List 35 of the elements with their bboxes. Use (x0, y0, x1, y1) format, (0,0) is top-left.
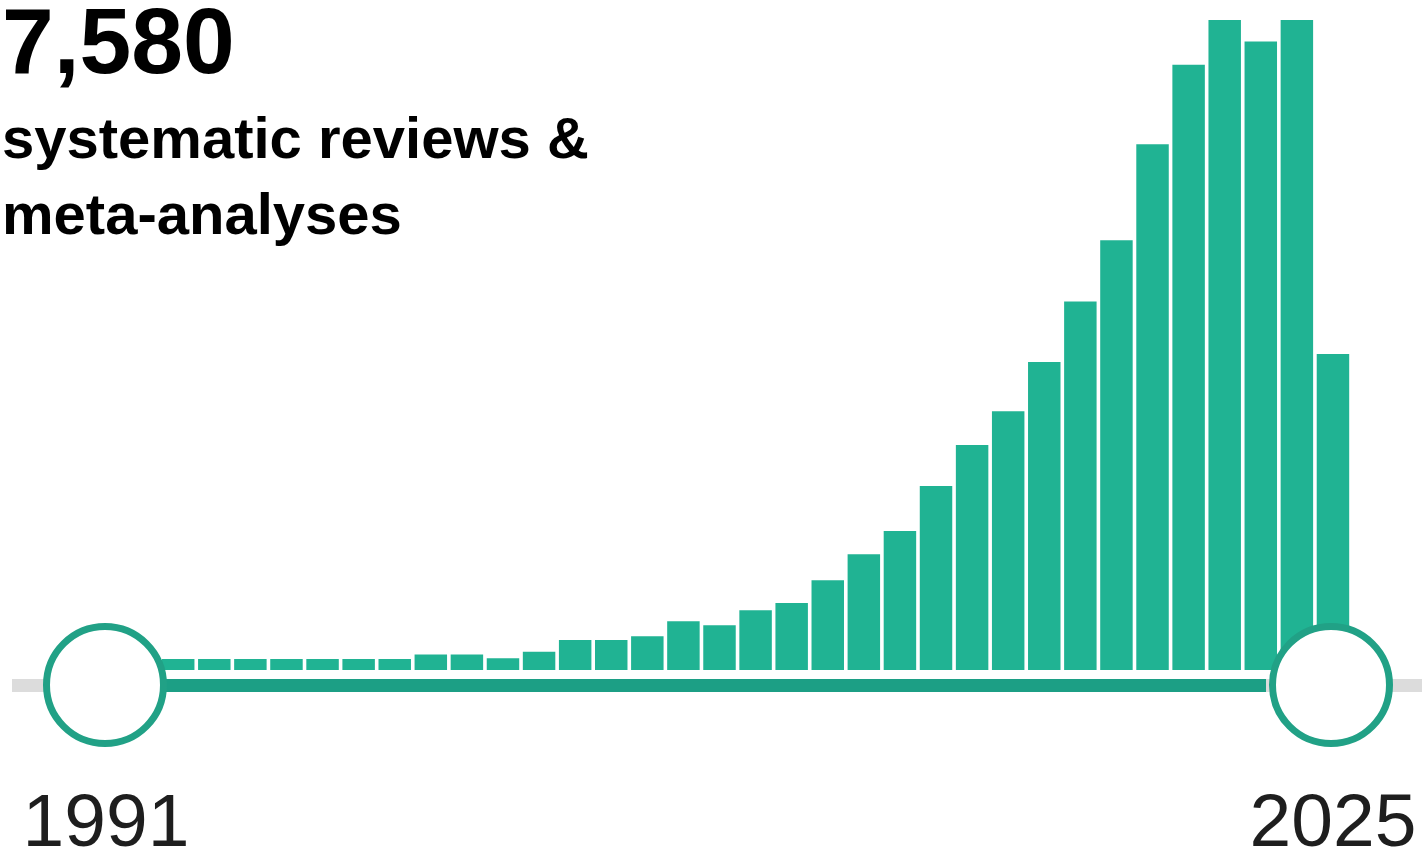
bar (595, 640, 628, 670)
bar (198, 658, 231, 670)
bar (270, 658, 303, 670)
bar (919, 486, 953, 670)
x-tick-label: 1991 (22, 777, 190, 862)
bar (667, 621, 700, 670)
bar (1100, 240, 1133, 670)
chart-title: 7,580 (2, 0, 235, 93)
bar (342, 658, 375, 670)
bar (991, 411, 1025, 670)
bar (306, 658, 339, 670)
bar (1136, 144, 1169, 670)
bar (883, 530, 917, 670)
bar (955, 445, 989, 670)
text: systematic reviews & meta-analyses (2, 104, 590, 248)
bar (378, 658, 411, 670)
bar (703, 625, 736, 670)
bar (414, 654, 448, 670)
bar (161, 658, 195, 670)
bar (1064, 301, 1097, 670)
bar (1208, 20, 1241, 670)
bar (1244, 41, 1278, 670)
bar (631, 636, 664, 670)
bar (1172, 64, 1205, 670)
bar (486, 658, 520, 670)
bar (847, 554, 881, 670)
bar (450, 654, 484, 670)
bar (811, 580, 844, 670)
bar (234, 658, 267, 670)
x-tick-label: 2025 (1249, 777, 1417, 862)
bar (775, 603, 808, 670)
bar (1028, 361, 1061, 670)
bar (522, 651, 556, 670)
bar (739, 610, 772, 670)
bar (558, 640, 592, 670)
